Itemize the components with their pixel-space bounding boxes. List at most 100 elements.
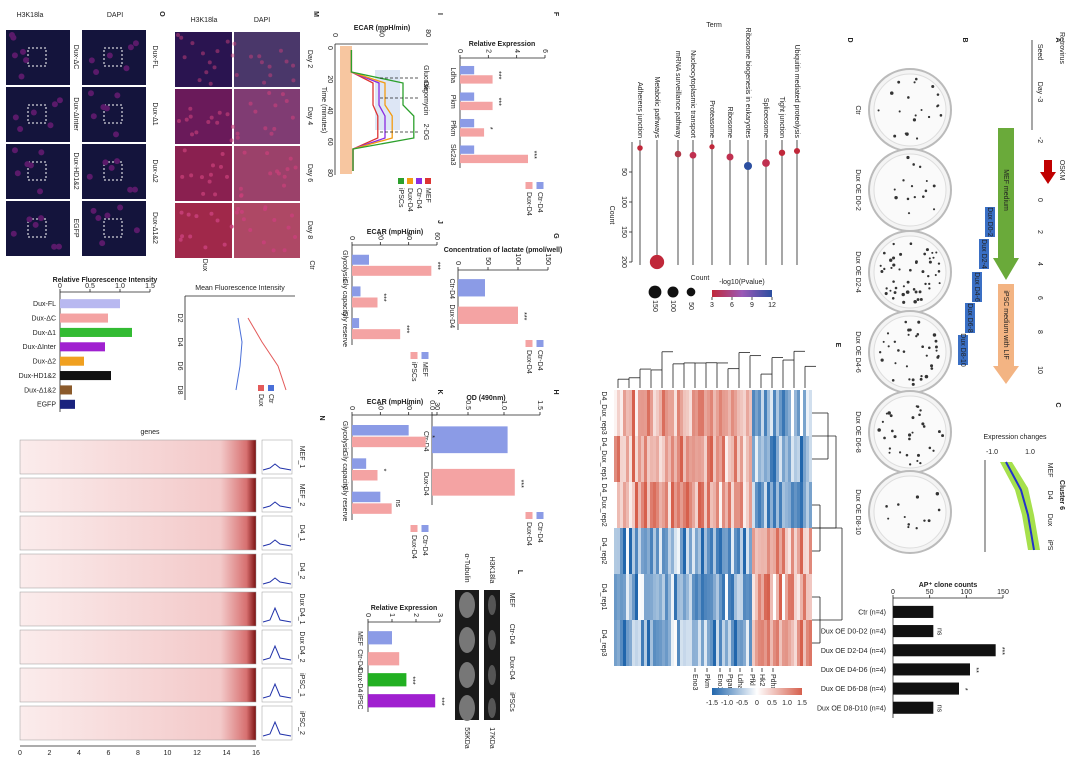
heat-cell [662,482,665,528]
heat-cell [725,482,728,528]
label: Hk2 [758,674,765,687]
colony [910,185,914,188]
heat-cell [623,574,626,620]
heat-cell [791,390,794,436]
heat-cell [713,390,716,436]
x-tick-label: 150 [997,589,1009,596]
colony [877,428,881,432]
nucleus [209,115,214,120]
profile [262,682,292,699]
track [19,477,257,513]
heat-cell [614,482,617,528]
heat-cell [614,528,617,574]
label: Relative Expression [469,41,536,48]
heat-cell [641,390,644,436]
legend-label: MEF [421,362,428,377]
category-label: Dux OE D2-D4 (n=4) [821,648,886,655]
label: MEF_2 [298,484,305,507]
label: Dux D0-2 [986,207,993,237]
heat-cell [668,436,671,482]
heat-cell [704,436,707,482]
p-colorbar [712,290,772,297]
heat-cell [770,436,773,482]
colony [897,80,901,84]
heat-cell [728,574,731,620]
nucleus [186,212,191,217]
heat-cell [773,482,776,528]
heat-cell [764,528,767,574]
band [459,592,475,618]
label: Proteasome [708,100,715,138]
label: Cluster 6 [1058,480,1065,510]
heat-cell [635,528,638,574]
significance: *** [495,98,502,106]
label: Ctr-D4 [508,624,515,645]
heat-cell [785,574,788,620]
heat-cell [707,620,710,666]
label: 4 [77,750,81,757]
heat-cell [686,436,689,482]
heat-cell [743,574,746,620]
bar [458,279,485,297]
nucleus [268,171,273,176]
heat-cell [800,436,803,482]
colony [913,299,917,304]
x-tick-label: 4 [513,49,520,53]
significance: * [961,688,968,691]
category-label: Dux OE D6-D8 (n=4) [821,686,886,693]
heat-cell [725,620,728,666]
category-label: Dux-D4 [356,669,363,693]
colony [923,252,927,256]
heat-cell [650,436,653,482]
nucleus [263,126,268,131]
nucleus [12,114,19,121]
colony [887,517,890,520]
heat-cell [764,574,767,620]
label: Nucleocytoplasmic transport [689,50,696,138]
heat-cell [674,620,677,666]
nucleus [225,112,230,117]
term-dot [778,149,786,156]
label: D4_2 [298,563,305,580]
heat-cell [788,528,791,574]
nucleus [189,173,194,178]
colony [899,252,903,256]
category-label: Ctr (n=4) [858,609,886,616]
heat-cell [779,574,782,620]
significance: *** [520,312,527,320]
nucleus [190,41,195,46]
nucleus [184,117,189,122]
colony [883,267,886,271]
heat-cell [752,390,755,436]
bar [60,356,84,366]
heat-cell [638,390,641,436]
heat-cell [680,436,683,482]
category-label: Dux-D4 [422,472,429,496]
heat-cell [746,390,749,436]
heat-cell [782,528,785,574]
colony [883,436,886,440]
heat-cell [665,390,668,436]
nucleus [104,212,111,219]
label: Oligomycin [422,81,429,116]
colony [882,340,885,343]
heat-cell [641,574,644,620]
bar [352,425,409,436]
label: Ribosome biogenesis in eukaryotes [744,27,751,138]
heat-cell [710,436,713,482]
heat-cell [788,574,791,620]
band [488,665,496,685]
colony [888,447,892,450]
heat-cell [719,620,722,666]
heat-cell [707,390,710,436]
nucleus [90,207,97,214]
colony [904,320,908,324]
colony [919,298,923,301]
heat-cell [644,482,647,528]
heat-cell [668,528,671,574]
y-tick-label: 200 [620,256,627,268]
track [19,439,257,475]
heat-cell [632,528,635,574]
heat-cell [662,620,665,666]
bar [352,436,426,448]
